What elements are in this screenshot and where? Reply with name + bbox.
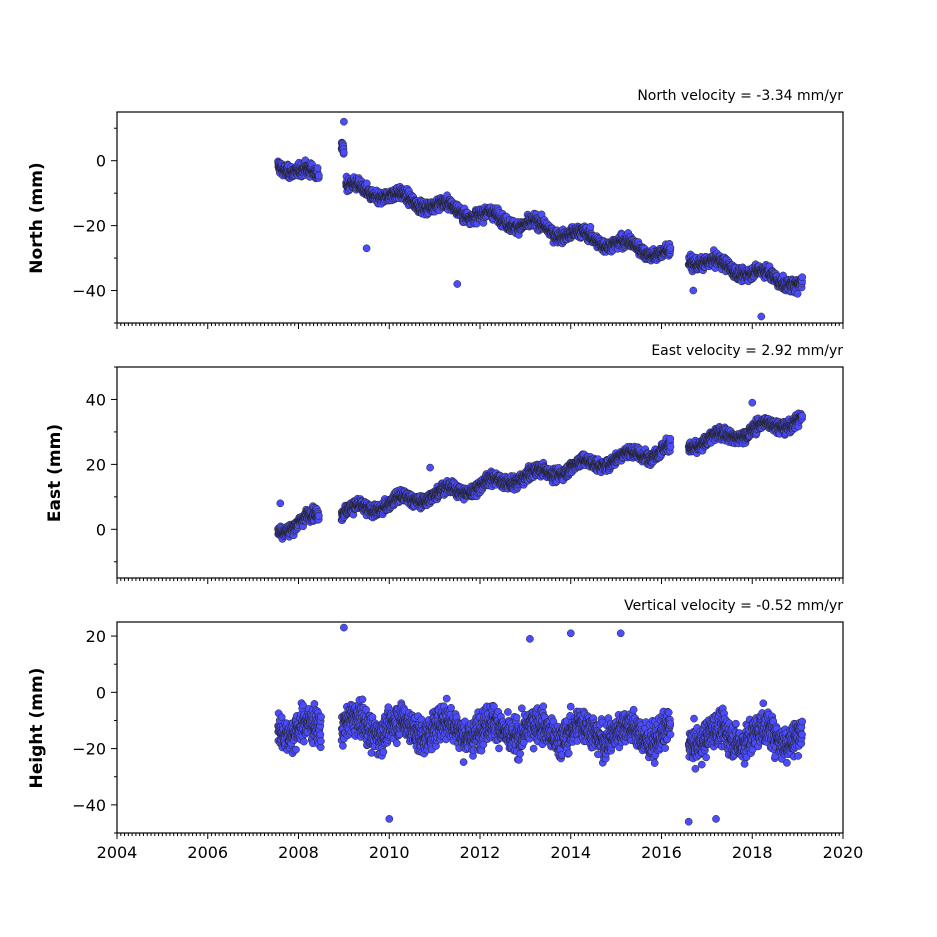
north-axis-label: North (mm)	[27, 162, 47, 273]
data-point-outlier	[362, 244, 371, 253]
data-point	[666, 442, 675, 451]
data-point	[315, 171, 323, 180]
north-plot-area: 0 −20 −40	[72, 111, 844, 329]
east-panel: East velocity = 2.92 mm/yr East (mm) 402…	[45, 343, 844, 584]
data-point	[666, 243, 675, 252]
east-velocity-title: East velocity = 2.92 mm/yr	[651, 343, 843, 359]
data-points	[274, 398, 807, 543]
y-tick-label: −40	[72, 282, 106, 301]
data-point-outlier	[453, 280, 462, 288]
x-axis-ticks	[116, 323, 844, 329]
north-velocity-title: North velocity = -3.34 mm/yr	[637, 88, 843, 104]
y-axis-ticks: 0 −20 −40	[72, 127, 117, 324]
data-point-outlier	[689, 286, 698, 295]
data-point	[313, 164, 322, 172]
data-point-outlier	[793, 289, 802, 298]
y-tick-label: −20	[72, 217, 106, 236]
y-tick-label: 0	[96, 152, 106, 171]
data-point	[666, 434, 675, 443]
data-point	[586, 222, 595, 231]
data-point	[798, 273, 807, 282]
data-point-outlier	[340, 117, 348, 126]
data-point	[339, 148, 348, 157]
data-points	[274, 117, 807, 321]
north-panel: North velocity = -3.34 mm/yr North (mm) …	[27, 88, 844, 329]
east-axis-label: East (mm)	[45, 424, 65, 522]
data-point-outlier	[757, 312, 766, 321]
data-point	[315, 512, 323, 520]
